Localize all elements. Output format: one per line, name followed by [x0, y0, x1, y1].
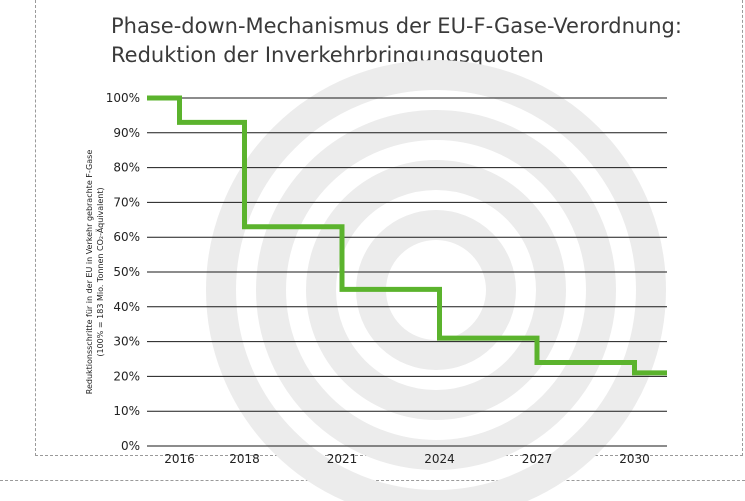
- gridlines: [147, 97, 667, 447]
- series-quota: [147, 95, 667, 376]
- x-tick-label: 2027: [522, 452, 553, 466]
- x-tick-label: 2030: [619, 452, 650, 466]
- x-tick-label: 2021: [327, 452, 358, 466]
- chart-title: Phase-down-Mechanismus der EU-F-Gase-Ver…: [111, 14, 682, 38]
- y-tick-label: 50%: [113, 265, 140, 279]
- y-tick-label: 80%: [113, 161, 140, 175]
- y-axis-label-line2: (100% = 183 Mio. Tonnen CO₂-Äquivalent): [95, 187, 105, 356]
- y-tick-label: 90%: [113, 126, 140, 140]
- x-tick-label: 2024: [424, 452, 455, 466]
- y-tick-label: 100%: [106, 91, 140, 105]
- x-tick-label: 2016: [164, 452, 195, 466]
- y-axis-label-line1: Reduktionsschritte für in der EU in Verk…: [85, 150, 94, 395]
- y-tick-label: 0%: [121, 439, 140, 453]
- x-tick-labels: 2016 2018 2021 2024 2027 2030: [164, 452, 650, 466]
- x-tick-label: 2018: [229, 452, 260, 466]
- y-tick-label: 40%: [113, 300, 140, 314]
- y-tick-label: 60%: [113, 230, 140, 244]
- y-tick-label: 20%: [113, 369, 140, 383]
- watermark-ring: [206, 60, 666, 501]
- y-tick-label: 10%: [113, 404, 140, 418]
- series-line: [147, 95, 667, 376]
- y-tick-label: 30%: [113, 335, 140, 349]
- y-tick-label: 70%: [113, 195, 140, 209]
- watermark-ring: [256, 110, 616, 470]
- y-tick-labels: 0% 10% 20% 30% 40% 50% 60% 70% 80% 90% 100%: [106, 91, 140, 453]
- chart-title-block: Phase-down-Mechanismus der EU-F-Gase-Ver…: [111, 12, 682, 70]
- watermark-ring: [306, 160, 566, 420]
